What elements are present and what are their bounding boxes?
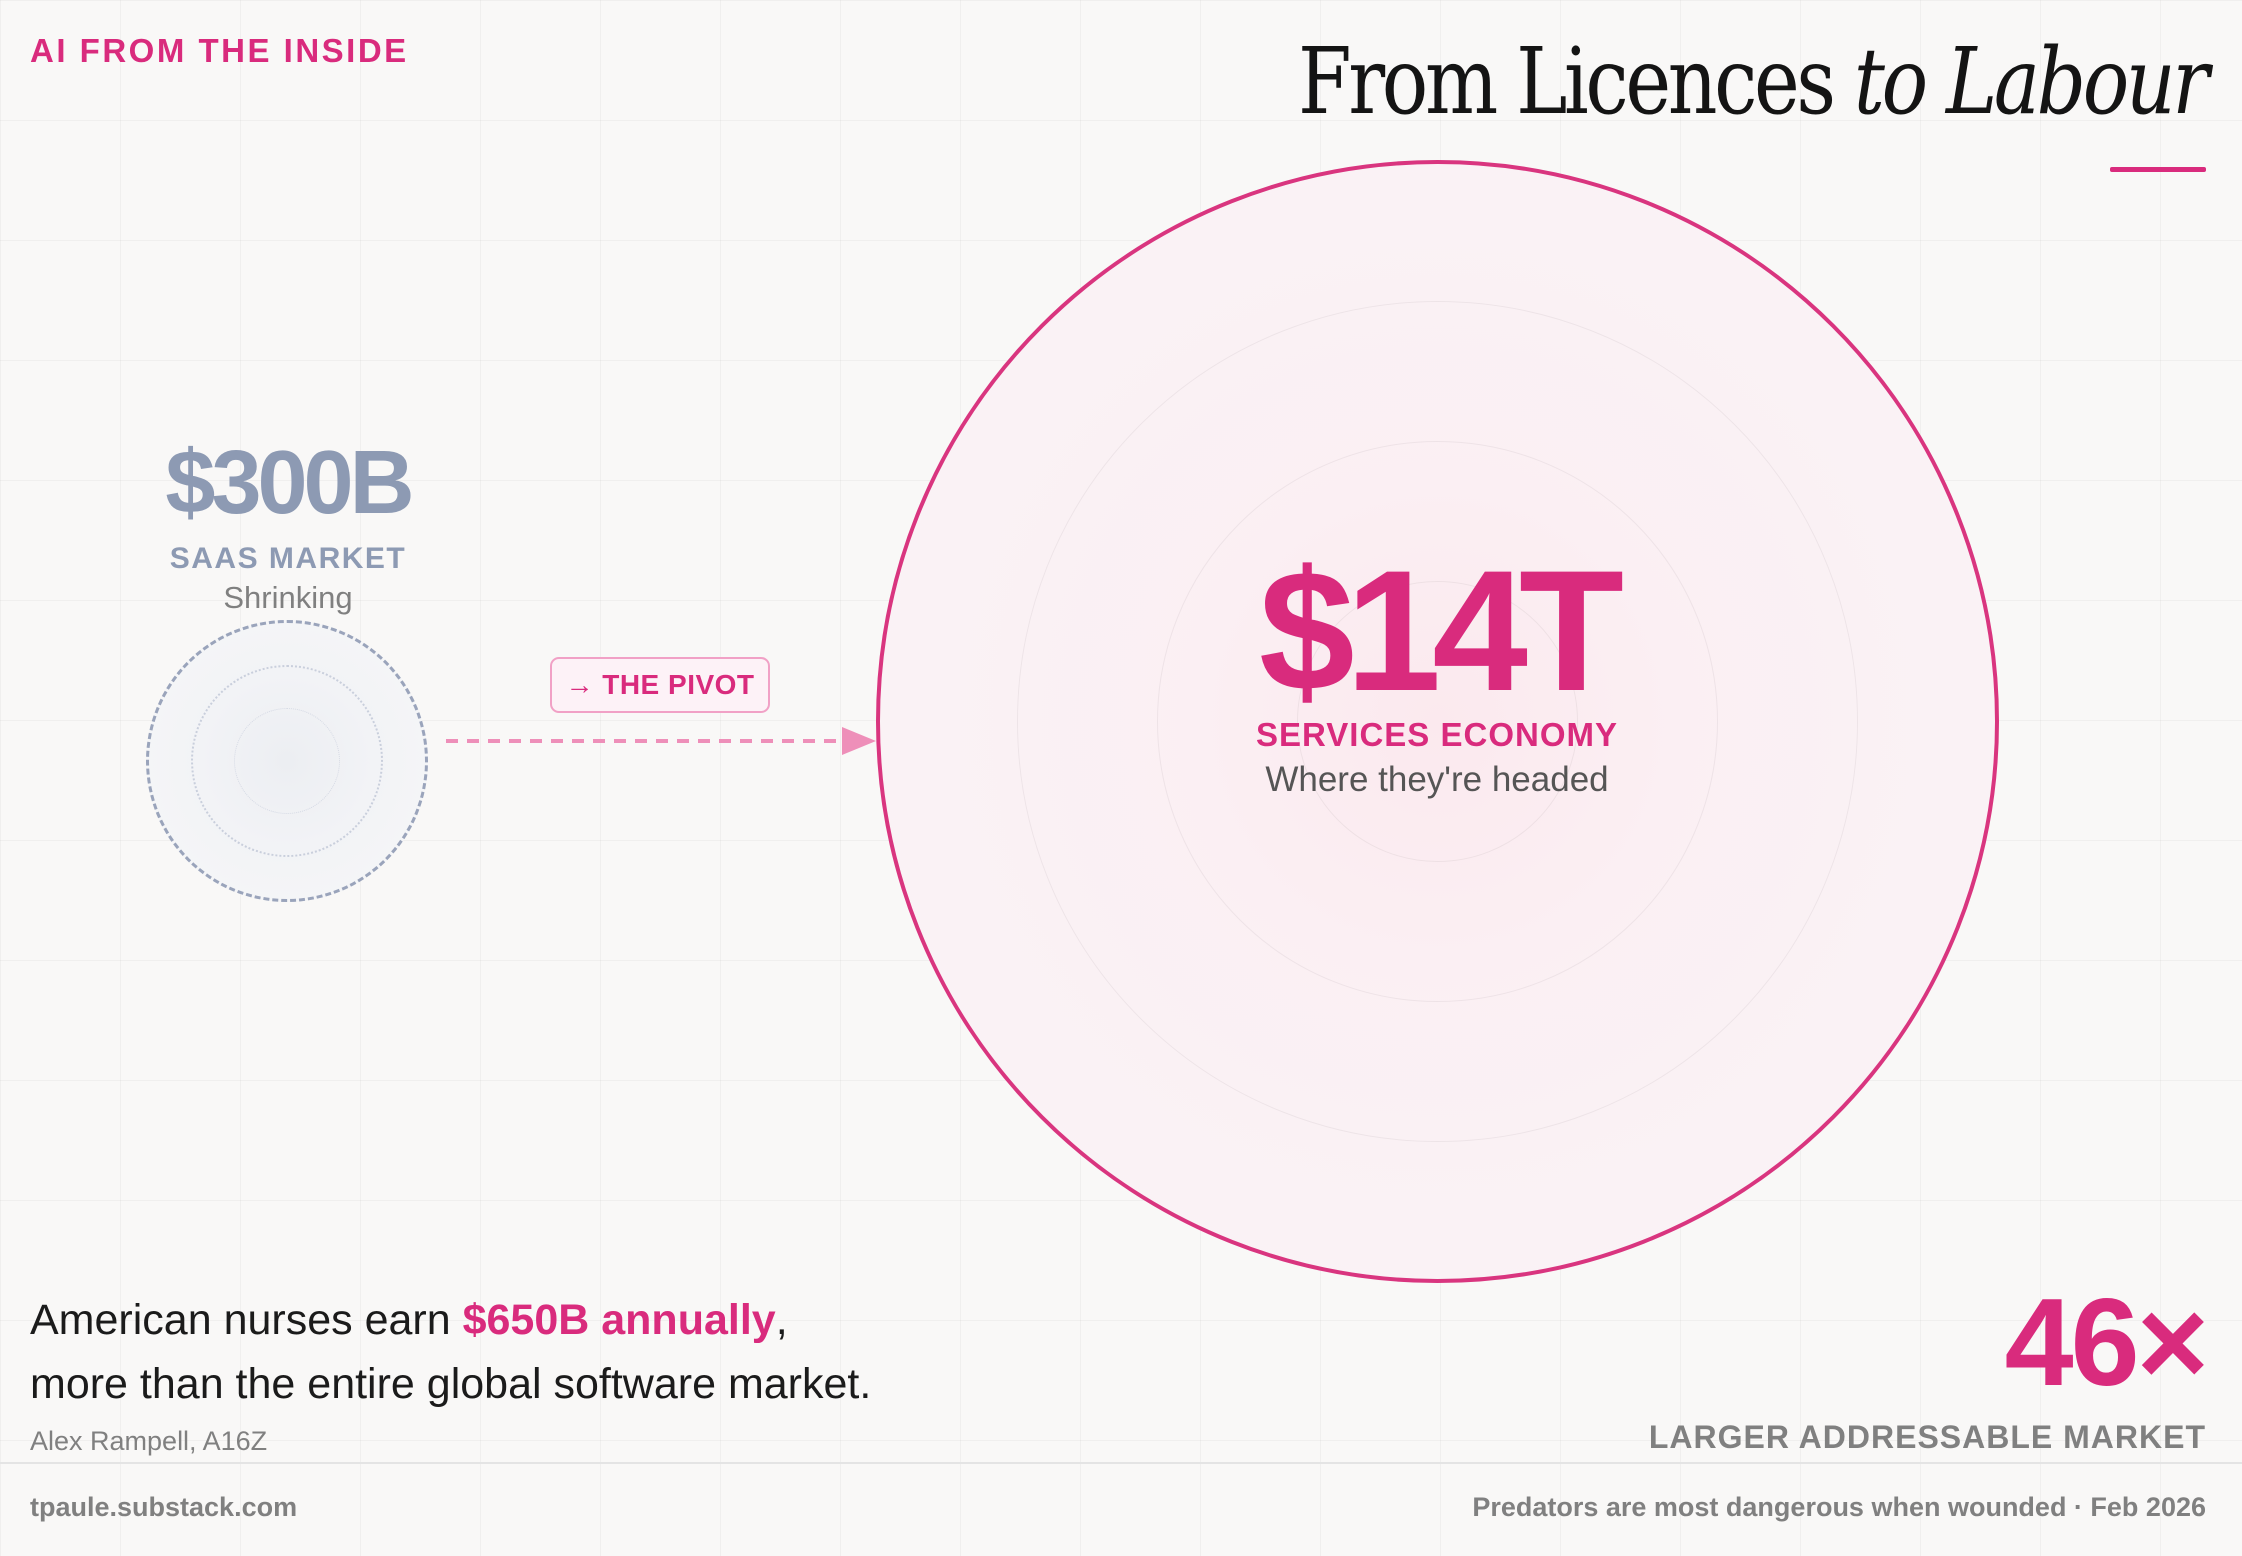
title-underline xyxy=(2110,167,2206,172)
quote-part1: American nurses earn xyxy=(30,1296,463,1344)
footer-divider xyxy=(0,1462,2242,1464)
services-circle xyxy=(876,160,1999,1283)
saas-circle-inner-ring xyxy=(191,665,383,857)
footer-site-link[interactable]: tpaule.substack.com xyxy=(30,1492,298,1522)
footer-tagline: Predators are most dangerous when wounde… xyxy=(1472,1492,2206,1522)
saas-circle-core-ring xyxy=(234,708,340,814)
quote-highlight: $650B annually xyxy=(462,1296,776,1344)
title-plain: From Licences xyxy=(1298,28,1854,135)
arrow-right-icon: → xyxy=(565,669,594,700)
quote-line2: more than the entire global software mar… xyxy=(30,1360,872,1408)
pivot-arrowhead xyxy=(842,727,876,755)
services-ring-outer xyxy=(1017,301,1858,1142)
saas-value: $300B xyxy=(165,433,414,533)
saas-circle xyxy=(146,620,428,902)
services-value: $14T xyxy=(1258,535,1624,727)
brand-label: AI FROM THE INSIDE xyxy=(30,32,409,69)
multiplier-label: LARGER ADDRESSABLE MARKET xyxy=(1648,1419,2206,1455)
quote-attribution: Alex Rampell, A16Z xyxy=(30,1426,268,1456)
title-italic: to Labour xyxy=(1853,28,2209,135)
pivot-badge: → THE PIVOT xyxy=(550,657,770,713)
services-subtitle: Where they're headed xyxy=(1265,760,1609,799)
quote-part2: , xyxy=(775,1296,788,1344)
saas-label: SAAS MARKET xyxy=(169,542,407,575)
multiplier-value: 46× xyxy=(2004,1274,2209,1412)
quote: American nurses earn $650B annually, mor… xyxy=(30,1288,871,1416)
page-title: From Licences to Labour xyxy=(1298,28,2209,135)
saas-subtitle: Shrinking xyxy=(223,580,353,615)
services-ring-inner xyxy=(1297,581,1578,862)
services-label: SERVICES ECONOMY xyxy=(1256,716,1618,753)
pivot-label: THE PIVOT xyxy=(602,669,755,700)
services-ring-middle xyxy=(1157,441,1718,1002)
